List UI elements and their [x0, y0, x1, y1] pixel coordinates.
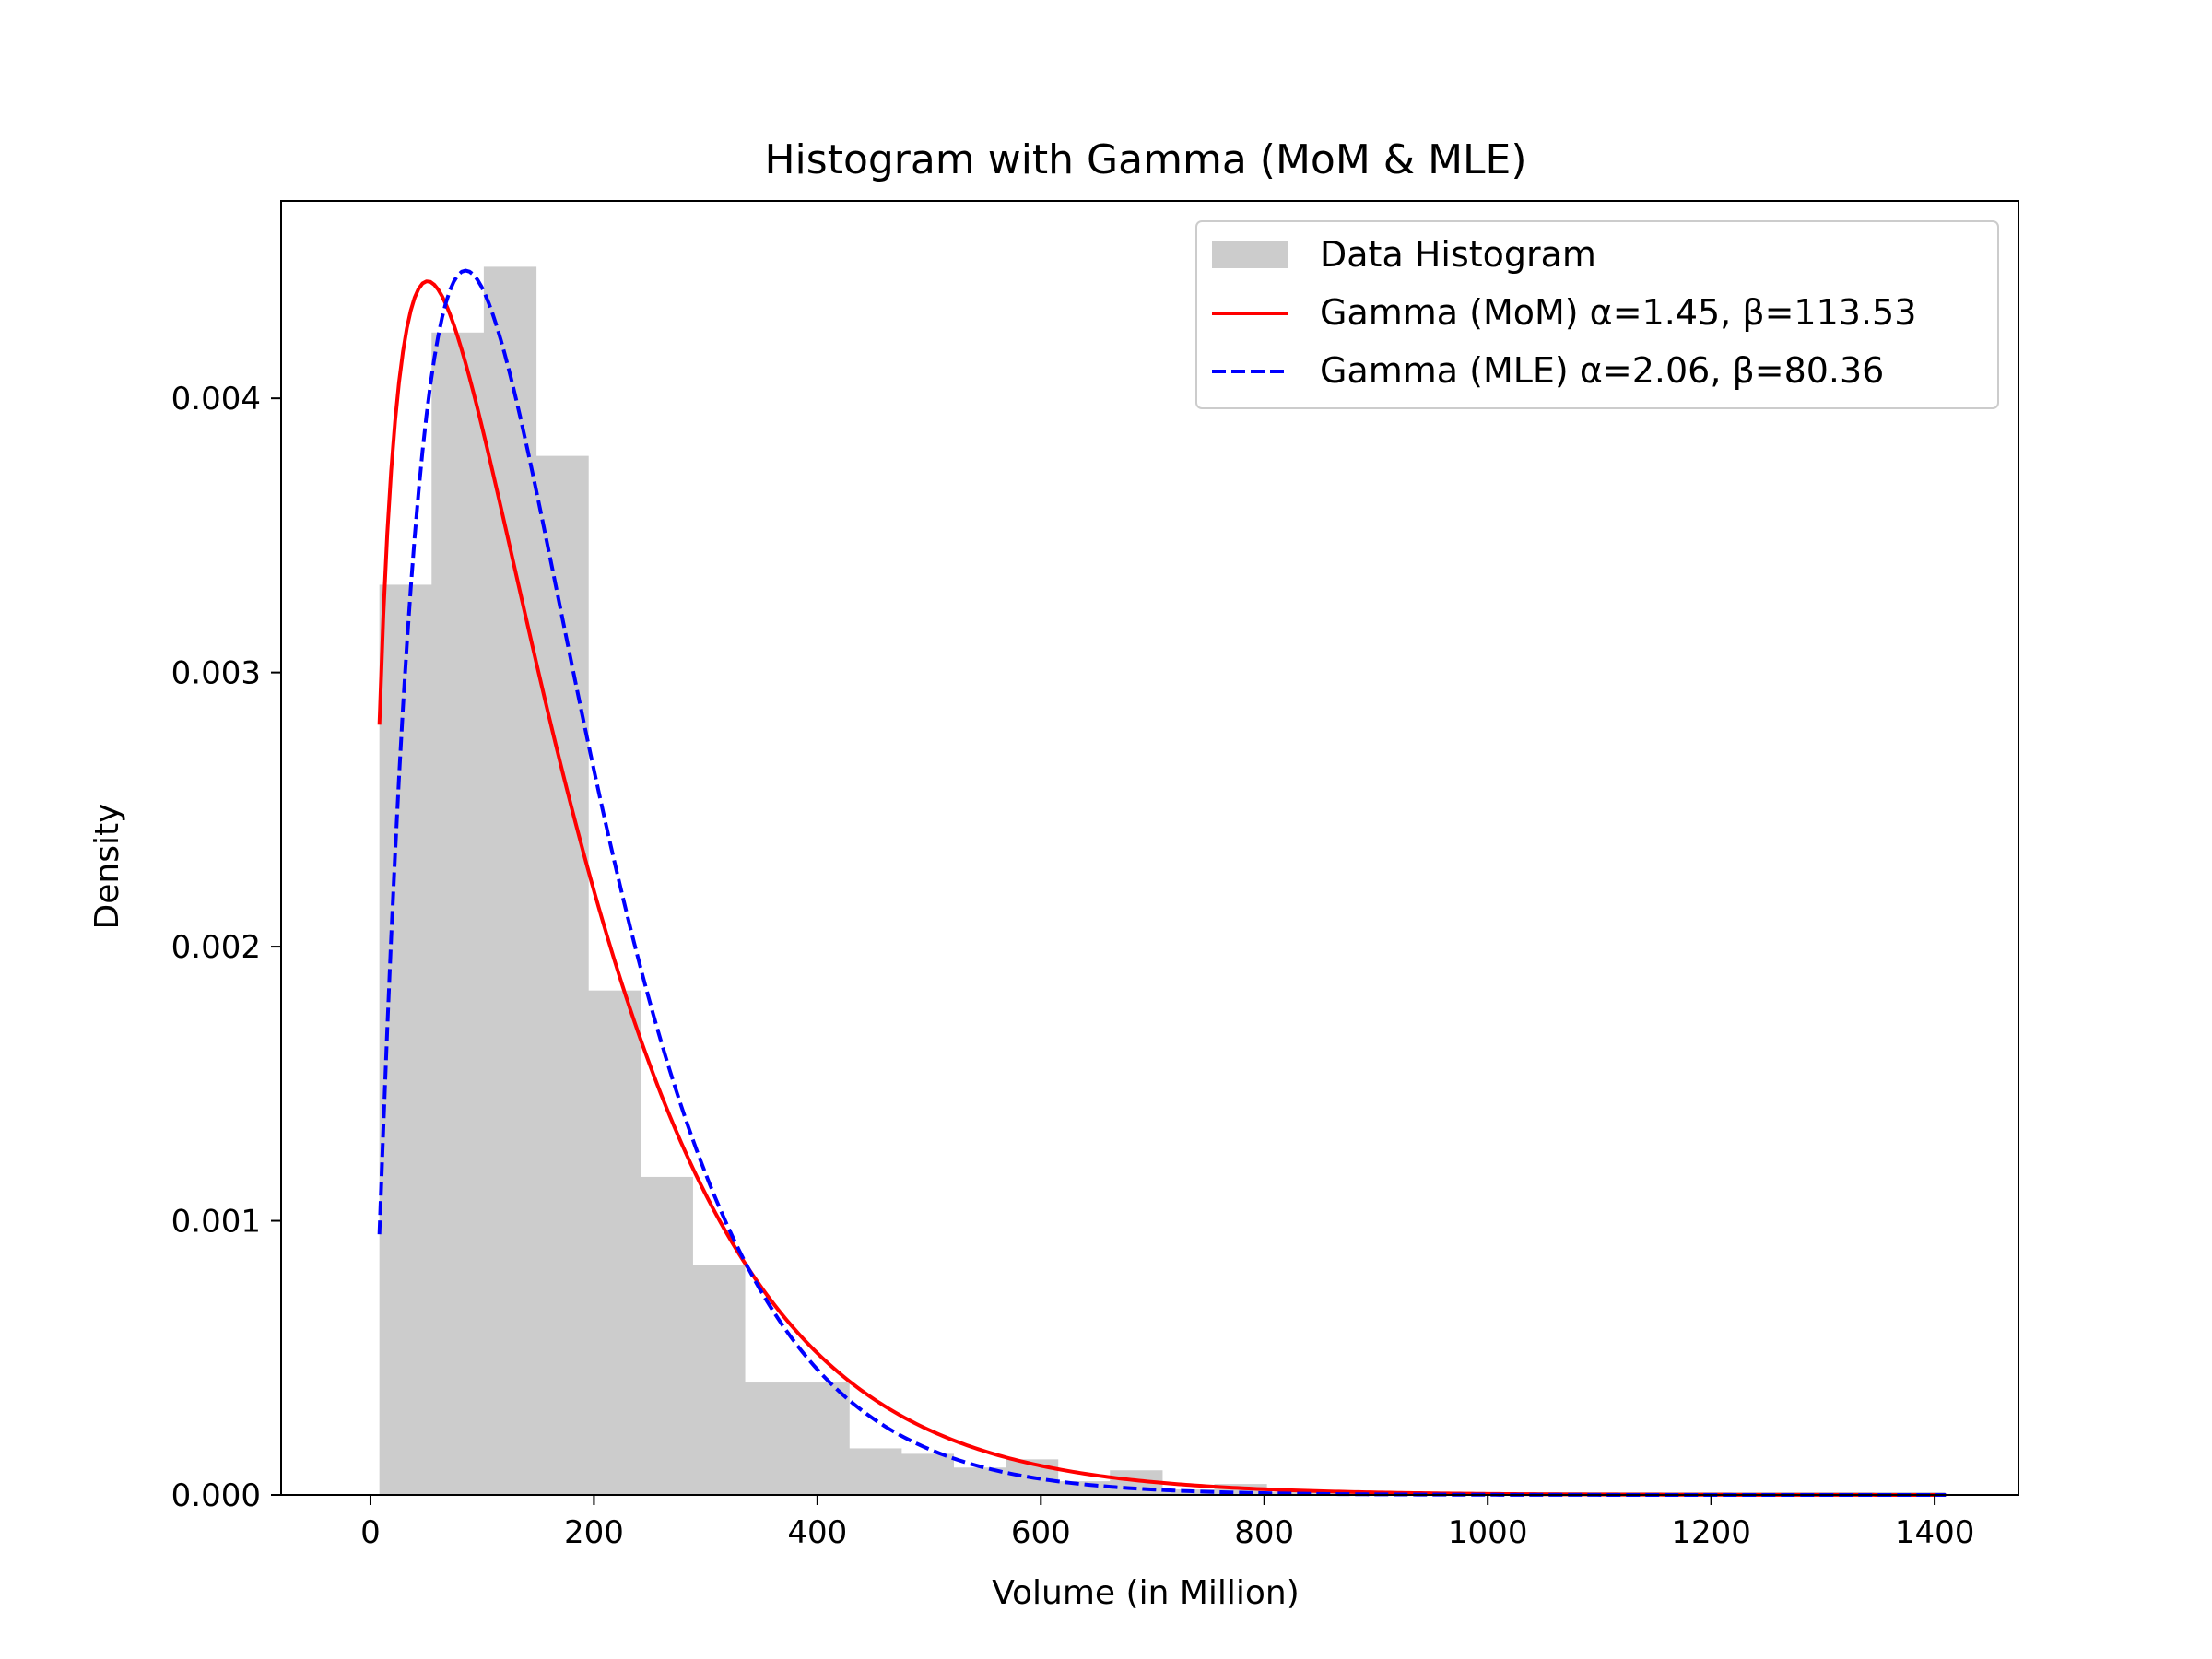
legend-label-histogram: Data Histogram	[1320, 234, 1596, 275]
x-axis-label: Volume (in Million)	[992, 1574, 1300, 1612]
x-tick-label: 0	[360, 1514, 381, 1551]
legend-swatch-histogram	[1212, 241, 1288, 268]
y-axis-ticks: 0.000 0.001 0.002 0.003 0.004	[171, 381, 281, 1514]
x-tick-label: 200	[564, 1514, 624, 1551]
y-tick-label: 0.003	[171, 655, 261, 692]
histogram-bar	[796, 1382, 850, 1495]
x-tick-label: 800	[1234, 1514, 1294, 1551]
x-tick-label: 400	[787, 1514, 847, 1551]
histogram-bar	[849, 1448, 902, 1495]
x-tick-label: 600	[1011, 1514, 1071, 1551]
histogram-bar	[431, 332, 485, 1495]
legend-label-mom: Gamma (MoM) α=1.45, β=113.53	[1320, 292, 1916, 333]
histogram-bar	[692, 1265, 746, 1495]
histogram-bar	[588, 990, 641, 1495]
x-tick-label: 1000	[1448, 1514, 1528, 1551]
histogram-bar	[1266, 1492, 1320, 1495]
y-tick-label: 0.004	[171, 381, 261, 418]
histogram-bar	[640, 1176, 693, 1495]
y-tick-label: 0.002	[171, 929, 261, 966]
plot-area-frame	[280, 200, 2019, 1496]
histogram-bar	[900, 1453, 954, 1495]
x-axis-ticks: 0 200 400 600 800 1000 1200 1400	[360, 1495, 1974, 1551]
x-tick-label: 1400	[1895, 1514, 1975, 1551]
x-tick-label: 1200	[1671, 1514, 1751, 1551]
histogram-bar	[744, 1382, 798, 1495]
histogram-bars	[379, 266, 1946, 1495]
y-tick-label: 0.000	[171, 1477, 261, 1514]
chart-title: Histogram with Gamma (MoM & MLE)	[764, 136, 1526, 183]
y-axis-label: Density	[88, 804, 126, 930]
y-tick-label: 0.001	[171, 1204, 261, 1241]
legend-label-mle: Gamma (MLE) α=2.06, β=80.36	[1320, 350, 1884, 391]
legend-box	[1195, 220, 1999, 409]
histogram-bar	[535, 455, 589, 1495]
legend: Data Histogram Gamma (MoM) α=1.45, β=113…	[1195, 220, 1999, 409]
